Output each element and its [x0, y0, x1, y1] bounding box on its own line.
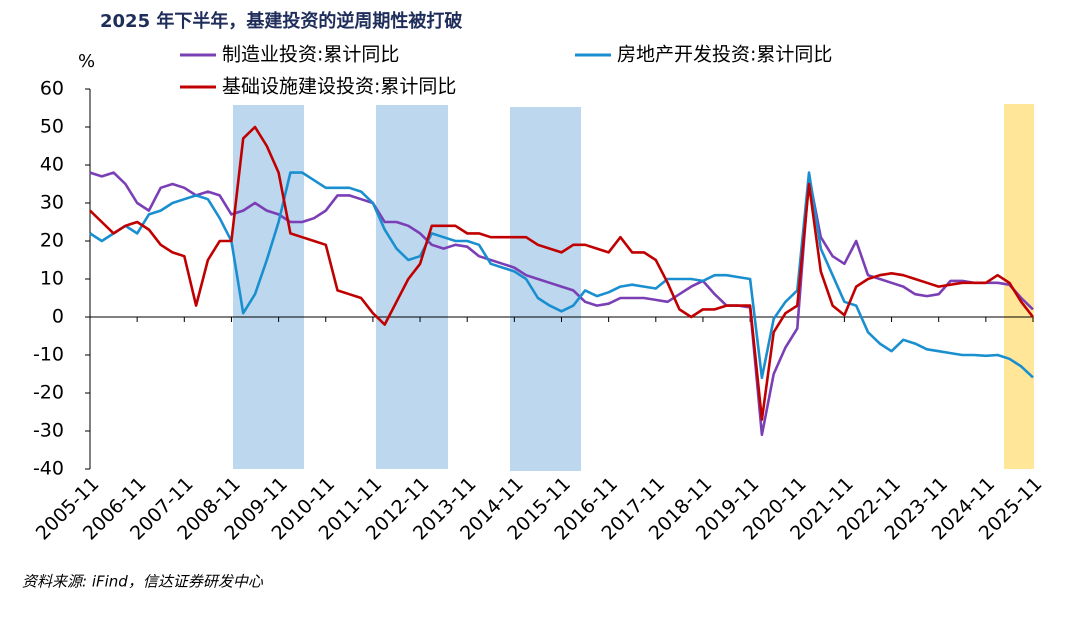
series-line [89, 171, 1034, 380]
y-tick-label: 40 [40, 154, 64, 176]
y-tick-label: -20 [33, 382, 64, 404]
y-tick-label: 60 [40, 78, 64, 100]
y-tick-label: -40 [33, 458, 64, 480]
chart-title: 2025 年下半年，基建投资的逆周期性被打破 [100, 10, 462, 32]
legend-label: 制造业投资:累计同比 [222, 44, 399, 66]
shade [233, 105, 304, 469]
y-tick-label: 50 [40, 116, 64, 138]
source: 资料来源: iFind，信达证券研发中心 [22, 573, 264, 591]
legend-label: 房地产开发投资:累计同比 [617, 44, 832, 66]
legend-label: 基础设施建设投资:累计同比 [222, 76, 456, 98]
shade [1004, 104, 1034, 469]
shade [376, 105, 448, 469]
y-tick-label: 10 [40, 268, 64, 290]
y-tick-label: -30 [33, 420, 64, 442]
y-tick-label: 20 [40, 230, 64, 252]
y-axis-label: % [78, 51, 95, 72]
y-tick-label: 0 [52, 306, 64, 328]
y-tick-label: -10 [33, 344, 64, 366]
series-line [89, 125, 1035, 421]
y-tick-label: 30 [40, 192, 64, 214]
